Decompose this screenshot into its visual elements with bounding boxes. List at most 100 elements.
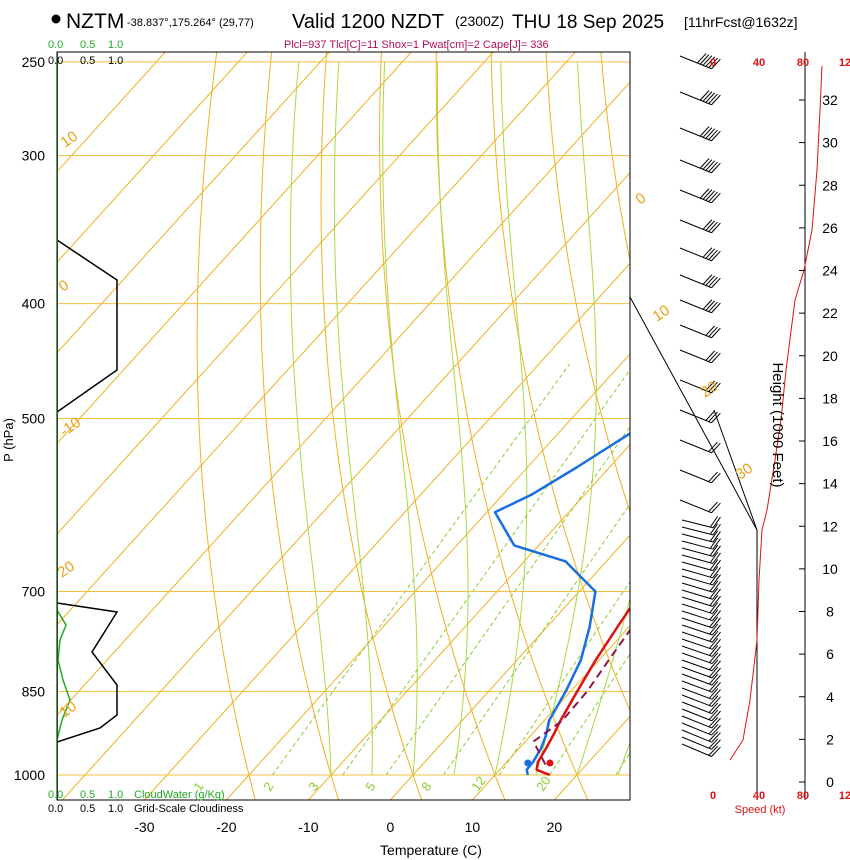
- isotherm-line: [57, 52, 576, 626]
- wind-barb-shaft: [681, 736, 712, 750]
- wind-barb-icon: [681, 566, 721, 579]
- wind-barb-feather: [708, 381, 718, 392]
- wind-barb-feather: [709, 623, 719, 635]
- dry-adiabat-line: [490, 52, 630, 712]
- wind-barb-feather: [699, 188, 710, 199]
- wind-barb-feather: [711, 710, 721, 722]
- wind-barb-feather: [708, 57, 718, 68]
- wind-barb-feather: [708, 716, 719, 728]
- wind-barb-feather: [711, 222, 721, 234]
- wind-barb-feather: [711, 94, 721, 106]
- isotherm-line: [307, 443, 630, 800]
- isotherm-label: 0: [633, 190, 650, 209]
- wind-barb-icon: [681, 652, 721, 665]
- pressure-tick-label: 250: [22, 54, 46, 70]
- isotherm-line: [57, 52, 494, 535]
- wind-barb-shaft: [681, 540, 714, 550]
- temperature-tick-label: 10: [465, 819, 481, 835]
- temperature-tick-label: 0: [386, 819, 394, 835]
- wind-barb-feather: [708, 724, 719, 735]
- wind-barb-feather: [708, 673, 719, 685]
- wind-barb-feather: [705, 380, 716, 391]
- dry-adiabat-line: [196, 52, 256, 800]
- wind-barb-feather: [705, 248, 716, 259]
- wind-barb-icon: [681, 551, 721, 564]
- wind-barb-feather: [708, 93, 718, 104]
- wind-barb-icon: [681, 609, 721, 622]
- dry-adiabat-line: [655, 41, 850, 800]
- top-green-1: 1.0: [108, 39, 123, 51]
- isotherm-label: 20: [698, 378, 721, 401]
- wind-barb-feather: [708, 688, 719, 699]
- wind-barb-feather: [702, 299, 713, 310]
- moist-adiabat-line: [535, 61, 597, 776]
- isotherm-line: [143, 262, 630, 800]
- mixing-ratio-label: 2: [260, 779, 276, 794]
- wind-barb-feather: [711, 277, 721, 289]
- wind-barb-feather: [712, 523, 721, 536]
- wind-barb-feather: [708, 351, 718, 362]
- wind-barb-feather: [711, 352, 721, 364]
- dry-adiabat-line: [259, 52, 340, 800]
- mixing-ratio-line: [615, 752, 630, 776]
- wind-barb-feather: [711, 382, 721, 394]
- wind-speed-profile-line: [729, 65, 823, 761]
- site-name: NZTM: [66, 10, 124, 33]
- wind-barb-icon: [679, 439, 721, 454]
- height-tick-label: 20: [822, 348, 838, 364]
- bottom-green-0: 0.0: [48, 789, 63, 801]
- wind-barb-shaft: [681, 617, 713, 629]
- wind-barb-icon: [681, 516, 721, 529]
- wind-barb-icon: [681, 594, 721, 607]
- wind-barb-feather: [709, 638, 719, 649]
- wind-barb-shaft: [679, 91, 712, 106]
- wind-barb-shaft: [681, 519, 714, 529]
- wind-barb-feather: [709, 523, 719, 535]
- wind-barb-feather: [711, 717, 721, 729]
- height-tick-label: 12: [822, 518, 838, 534]
- height-tick-label: 2: [826, 731, 834, 747]
- speed-tick-label-bottom: 80: [797, 790, 809, 802]
- top-green-0: 0.0: [48, 39, 63, 51]
- location-dot-icon: [51, 14, 61, 24]
- isotherm-line: [57, 52, 248, 264]
- wind-barb-feather: [702, 189, 713, 200]
- wind-barb-shaft: [681, 659, 713, 672]
- y-axis-title: P (hPa): [1, 418, 16, 462]
- wind-barb-feather: [711, 746, 721, 757]
- wind-barb-feather: [708, 709, 719, 721]
- wind-barb-icon: [681, 680, 721, 693]
- wind-barb-shaft: [679, 299, 712, 314]
- wind-barb-shaft: [681, 701, 712, 715]
- bottom-green-05: 0.5: [80, 789, 95, 801]
- wind-barb-feather: [708, 681, 719, 692]
- wind-barb-feather: [712, 603, 721, 614]
- pressure-tick-label: 850: [22, 683, 46, 699]
- wind-barb-icon: [679, 274, 721, 289]
- wind-barb-feather: [702, 274, 713, 285]
- wind-barb-feather: [705, 56, 716, 67]
- wind-barb-shaft: [679, 247, 712, 262]
- pressure-tick-label: 500: [22, 410, 46, 426]
- dewpoint-line: [493, 431, 630, 776]
- wind-barb-feather: [708, 471, 718, 482]
- wind-barb-icon: [681, 673, 721, 686]
- wind-barb-shaft: [681, 547, 714, 557]
- wind-barb-feather: [712, 588, 721, 600]
- wind-barb-feather: [708, 501, 718, 512]
- height-tick-label: 26: [822, 220, 838, 236]
- top-black-05: 0.5: [80, 55, 95, 67]
- wind-barb-icon: [681, 659, 721, 672]
- plot-area: [57, 41, 850, 805]
- wind-barb-feather: [709, 594, 719, 606]
- wind-barb-feather: [711, 646, 721, 657]
- isotherm-line: [796, 41, 850, 805]
- wind-barb-icon: [681, 694, 721, 707]
- wind-barb-shaft: [681, 673, 713, 686]
- wind-barb-icon: [681, 708, 721, 722]
- wind-barb-feather: [709, 516, 719, 528]
- height-tick-label: 8: [826, 604, 834, 620]
- moist-adiabat-line: [289, 61, 332, 776]
- wind-barb-shaft: [681, 708, 712, 722]
- bottom-legend: 0.0 0.5 1.0 CloudWater (g/Kg) 0.0 0.5 1.…: [48, 789, 244, 815]
